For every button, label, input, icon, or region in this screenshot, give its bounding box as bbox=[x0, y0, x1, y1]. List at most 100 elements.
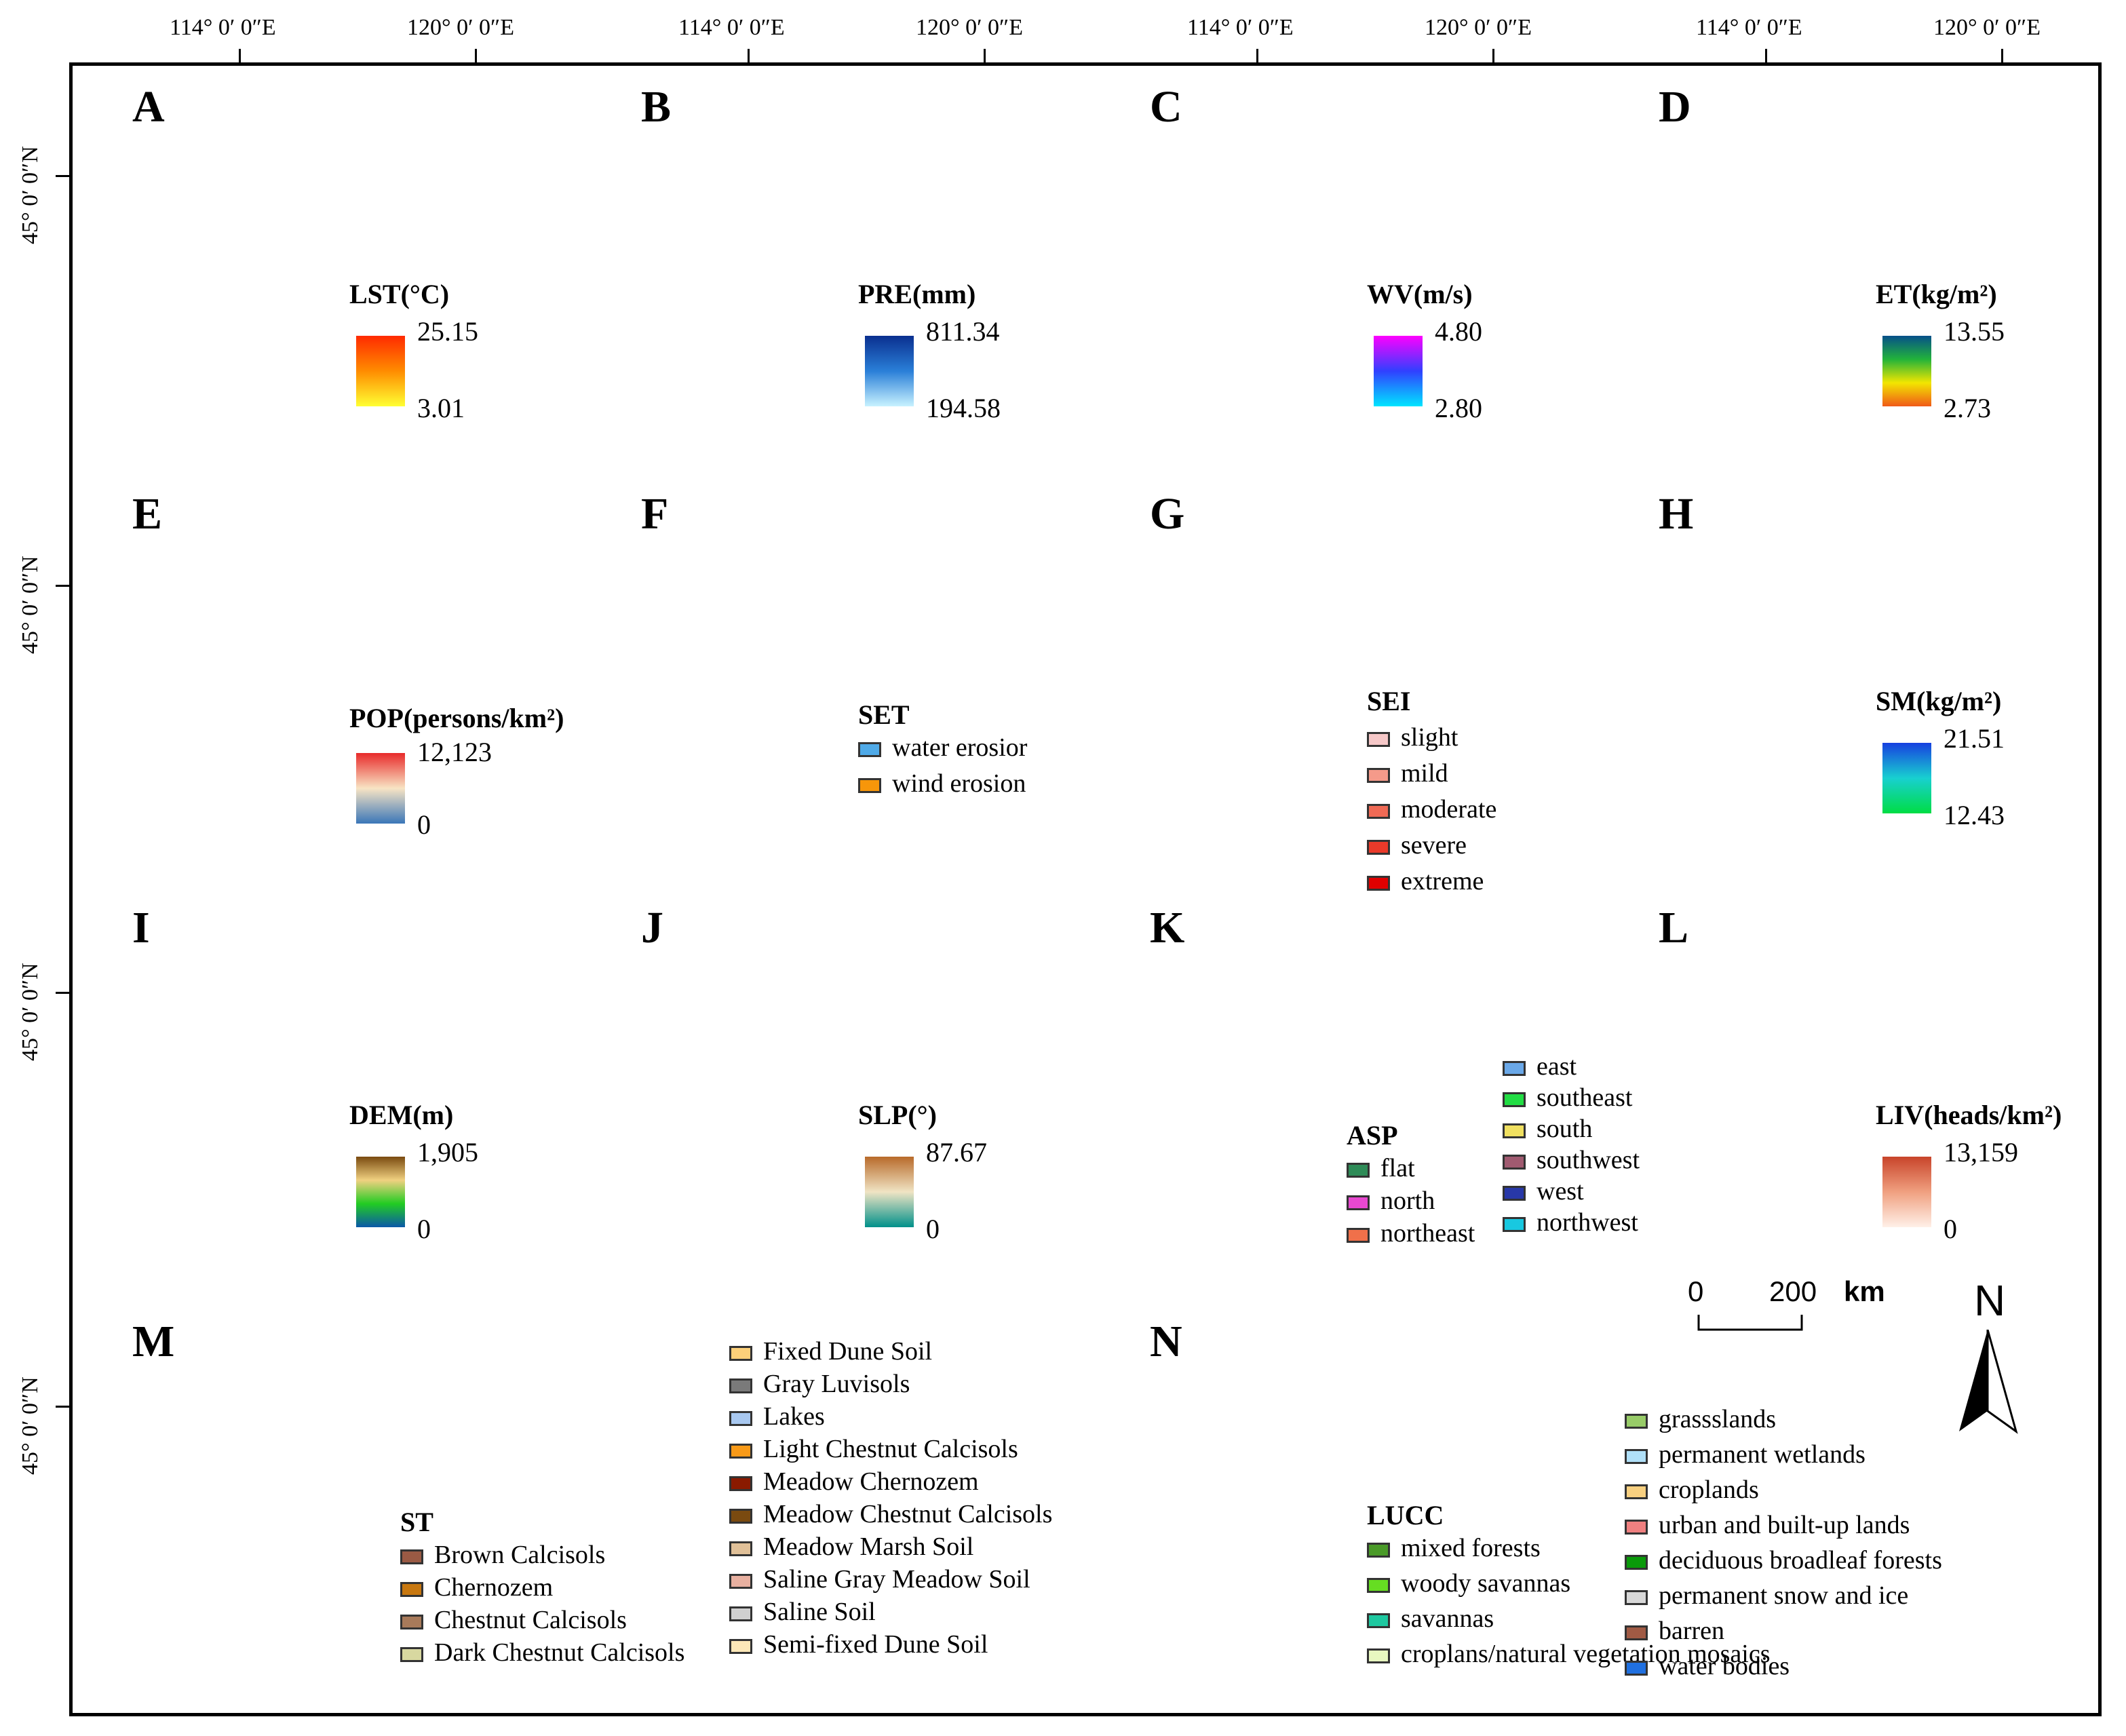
legend-swatch bbox=[1367, 804, 1390, 819]
legend-min: 0 bbox=[1944, 1214, 1957, 1244]
legend-label: northwest bbox=[1536, 1208, 1638, 1237]
legend-swatch bbox=[400, 1549, 423, 1565]
legend-min: 3.01 bbox=[417, 393, 465, 423]
legend-item: northeast bbox=[1347, 1218, 1475, 1248]
panel-letter: H bbox=[1659, 489, 1694, 539]
lon-label-114-col2: 114° 0′ 0″E bbox=[678, 15, 785, 40]
legend-label: deciduous broadleaf forests bbox=[1659, 1546, 1942, 1575]
lat-label-row4: 45° 0′ 0″N bbox=[18, 1376, 43, 1475]
panel-letter: F bbox=[641, 489, 669, 539]
legend-item: Dark Chestnut Calcisols bbox=[400, 1638, 684, 1667]
panel-n: N LUCC mixed forests woody savannas savannas… bbox=[1089, 1303, 1942, 1710]
lon-label-120-col2: 120° 0′ 0″E bbox=[916, 15, 1023, 40]
legend-swatch bbox=[1503, 1217, 1526, 1233]
legend-max: 12,123 bbox=[417, 737, 492, 767]
legend-label: permanent snow and ice bbox=[1659, 1581, 1909, 1610]
legend-max: 13.55 bbox=[1944, 316, 2005, 347]
legend-max: 87.67 bbox=[926, 1137, 987, 1168]
legend-item: Brown Calcisols bbox=[400, 1540, 605, 1570]
legend-swatch bbox=[1347, 1228, 1370, 1243]
panel-i: I DEM(m) 1,905 0 bbox=[71, 889, 579, 1303]
legend-item: savannas bbox=[1367, 1604, 1494, 1634]
legend-max: 21.51 bbox=[1944, 723, 2005, 754]
legend-label: extreme bbox=[1401, 867, 1484, 895]
lon-label-114-col4: 114° 0′ 0″E bbox=[1696, 15, 1802, 40]
lat-tick bbox=[56, 1406, 71, 1408]
legend-item: water erosior bbox=[858, 733, 1027, 763]
legend-item: extreme bbox=[1367, 866, 1484, 896]
legend-item: croplands bbox=[1625, 1475, 1759, 1505]
legend-item: water bodies bbox=[1625, 1651, 1790, 1681]
legend-label: south bbox=[1536, 1115, 1593, 1143]
legend-swatch bbox=[858, 742, 881, 758]
legend-item: Lakes bbox=[729, 1402, 825, 1431]
legend-swatch bbox=[1625, 1625, 1648, 1641]
legend-label: mild bbox=[1401, 759, 1448, 788]
legend-min: 12.43 bbox=[1944, 800, 2005, 830]
legend-label: Meadow Chernozem bbox=[763, 1467, 979, 1496]
legend-max: 811.34 bbox=[926, 316, 1000, 347]
legend-label: Gray Luvisols bbox=[763, 1370, 910, 1398]
legend-title: LUCC bbox=[1367, 1500, 1444, 1530]
legend-title: DEM(m) bbox=[349, 1100, 454, 1130]
legend-swatch bbox=[1367, 1613, 1390, 1629]
legend-title: ST bbox=[400, 1507, 433, 1537]
legend-ramp bbox=[1882, 336, 1931, 406]
north-arrow: N bbox=[1954, 1275, 2035, 1465]
legend-title: SEI bbox=[1367, 686, 1411, 716]
legend-swatch bbox=[858, 778, 881, 794]
legend-ramp bbox=[1882, 1157, 1931, 1227]
legend-label: barren bbox=[1659, 1617, 1725, 1645]
legend-item: west bbox=[1503, 1176, 1584, 1206]
legend-label: Lakes bbox=[763, 1402, 825, 1431]
lon-tick bbox=[1256, 49, 1258, 64]
legend-item: northwest bbox=[1503, 1208, 1638, 1237]
panel-e: E POP(persons/km²) 12,123 0 bbox=[71, 475, 579, 889]
panel-letter: K bbox=[1150, 903, 1185, 952]
legend-label: flat bbox=[1380, 1154, 1415, 1182]
legend-swatch bbox=[729, 1509, 752, 1524]
panel-a: A LST(°C) 25.15 3.01 bbox=[71, 68, 579, 475]
legend-min: 2.80 bbox=[1435, 393, 1482, 423]
legend-swatch bbox=[1347, 1163, 1370, 1178]
legend-title: SET bbox=[858, 699, 910, 730]
legend-label: croplans/natural vegetation mosaics bbox=[1401, 1640, 1771, 1668]
panel-letter: L bbox=[1659, 903, 1689, 952]
legend-max: 25.15 bbox=[417, 316, 478, 347]
legend-label: Fixed Dune Soil bbox=[763, 1337, 933, 1366]
panel-letter: G bbox=[1150, 489, 1185, 539]
lon-tick bbox=[475, 49, 477, 64]
legend-ramp bbox=[356, 753, 405, 824]
legend-item: mild bbox=[1367, 758, 1448, 788]
scale-zero: 0 bbox=[1688, 1275, 1704, 1307]
legend-item: north bbox=[1347, 1186, 1435, 1216]
legend-swatch bbox=[400, 1647, 423, 1663]
north-arrow-icon bbox=[1959, 1330, 2018, 1434]
scale-distance: 200 bbox=[1769, 1275, 1817, 1307]
legend-swatch bbox=[1367, 1578, 1390, 1594]
legend-swatch bbox=[1503, 1186, 1526, 1201]
legend-min: 0 bbox=[417, 809, 431, 840]
legend-label: savannas bbox=[1401, 1604, 1494, 1633]
north-label: N bbox=[1974, 1276, 2006, 1325]
legend-swatch bbox=[400, 1582, 423, 1598]
legend-item: grassslands bbox=[1625, 1404, 1776, 1434]
legend-item: Gray Luvisols bbox=[729, 1369, 910, 1399]
legend-label: west bbox=[1536, 1177, 1584, 1205]
panel-c: C WV(m/s) 4.80 2.80 bbox=[1089, 68, 1597, 475]
legend-min: 0 bbox=[926, 1214, 940, 1244]
legend-label: Saline Soil bbox=[763, 1598, 876, 1626]
legend-label: Dark Chestnut Calcisols bbox=[434, 1638, 685, 1667]
legend-item: wind erosion bbox=[858, 769, 1026, 798]
legend-label: wind erosion bbox=[892, 769, 1026, 798]
legend-label: water bodies bbox=[1659, 1652, 1790, 1680]
panel-letter: B bbox=[641, 82, 672, 132]
legend-label: urban and built-up lands bbox=[1659, 1511, 1910, 1539]
panel-j: J SLP(°) 87.67 0 bbox=[580, 889, 1088, 1303]
legend-swatch bbox=[729, 1606, 752, 1622]
legend-label: croplands bbox=[1659, 1475, 1759, 1504]
legend-title: ASP bbox=[1347, 1120, 1398, 1151]
legend-swatch bbox=[1367, 1543, 1390, 1558]
legend-label: southeast bbox=[1536, 1083, 1633, 1112]
legend-label: southwest bbox=[1536, 1146, 1640, 1174]
